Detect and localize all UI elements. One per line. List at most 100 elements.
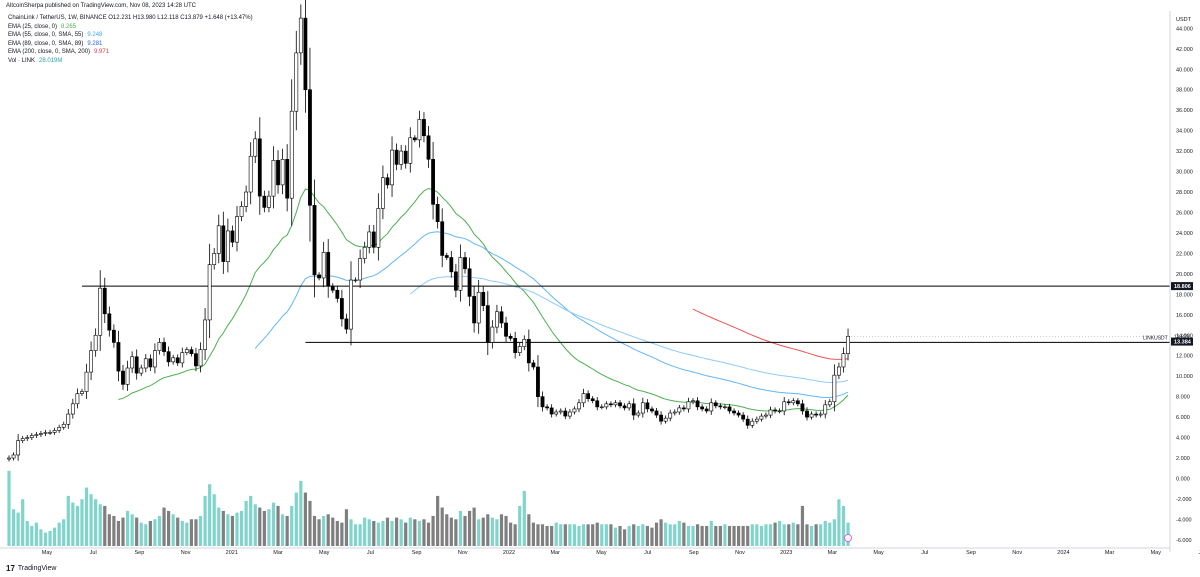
candle-body	[189, 349, 194, 354]
volume-bar	[732, 525, 736, 546]
volume-bar	[235, 512, 239, 546]
candle-body	[837, 366, 841, 376]
candle-body	[567, 411, 572, 417]
candle-body	[718, 405, 723, 408]
volume-bar	[727, 525, 732, 546]
volume-bar	[805, 524, 809, 546]
price-tick-label: 14.000	[1176, 333, 1193, 339]
candle	[795, 398, 800, 407]
candle-body	[481, 291, 486, 306]
volume-bar	[773, 522, 777, 546]
candle-body	[846, 335, 850, 354]
candle-body	[34, 434, 39, 436]
candle-body	[381, 177, 385, 209]
volume-bar	[299, 480, 303, 546]
volume-bar	[125, 510, 130, 546]
volume-bar	[700, 525, 704, 546]
candle	[175, 354, 180, 366]
time-axis[interactable]: May Jul Sep Nov 2021 Mar May Jul Sep Nov 2022 Mar Ma…	[0, 547, 1200, 556]
volume-bar	[604, 524, 608, 546]
candle	[613, 400, 618, 408]
time-tick-label: 2022	[503, 550, 515, 556]
candle-body	[180, 352, 185, 364]
candle	[362, 241, 367, 264]
legend-row[interactable]: EMA (89, close, 0, SMA, 89) 9.281	[8, 40, 253, 49]
volume-bar	[217, 507, 221, 546]
candle-body	[768, 409, 773, 416]
ema-25-line	[118, 187, 849, 412]
candle-body	[709, 402, 714, 412]
volume-bar	[436, 495, 440, 546]
volume-bar	[98, 504, 102, 546]
candle	[526, 329, 531, 372]
candle-body	[20, 438, 25, 441]
volume-bar	[495, 519, 499, 546]
candle-body	[153, 350, 157, 368]
price-tick-label: 36.000	[1176, 108, 1193, 114]
candle-body	[572, 408, 577, 413]
candle-body	[376, 208, 381, 248]
volume-bar	[750, 524, 754, 546]
volume-bar	[654, 522, 659, 546]
volume-bar	[823, 520, 827, 546]
candle-body	[723, 406, 727, 408]
candle-body	[61, 423, 66, 428]
legend-row[interactable]: EMA (200, close, 0, SMA, 200) 9.971	[8, 48, 253, 57]
candle-body	[7, 457, 11, 460]
candle	[513, 331, 518, 359]
candle-body	[143, 358, 148, 369]
price-axis[interactable]: USDT 44.000 42.000 40.000 38.000 36.000 34.000…	[1169, 11, 1193, 552]
volume-bar	[841, 505, 846, 546]
legend-row[interactable]: ChainLink / TetherUS, 1W, BINANCE O12.23…	[8, 14, 253, 23]
candle-body	[267, 195, 271, 208]
candle	[48, 429, 52, 435]
volume-bar	[331, 517, 335, 546]
candle	[590, 396, 595, 404]
candle	[367, 225, 372, 254]
candle	[572, 406, 577, 415]
candle	[349, 261, 353, 346]
volume-bar	[787, 524, 791, 546]
candle	[139, 364, 144, 377]
legend-row[interactable]: Vol · LINK 28.019M	[8, 57, 253, 66]
candle	[499, 306, 504, 328]
tradingview-footer[interactable]: 17 TradingView	[6, 564, 56, 573]
candle	[754, 416, 759, 424]
volume-bar	[422, 519, 426, 546]
candle-body	[695, 400, 700, 408]
candle	[130, 351, 135, 373]
candle-body	[727, 406, 732, 412]
candle-body	[317, 274, 321, 279]
volume-bar	[490, 517, 494, 546]
candle-body	[399, 150, 404, 165]
candle-body	[577, 402, 581, 410]
candle-body	[759, 415, 764, 420]
candle	[672, 409, 677, 416]
candle-body	[321, 252, 326, 279]
candle-body	[157, 342, 162, 351]
candle-body	[239, 206, 244, 217]
price-tick-label: 12.000	[1176, 354, 1193, 360]
candle	[663, 415, 668, 424]
volume-bar	[613, 527, 618, 546]
candle	[681, 405, 686, 412]
candle	[80, 388, 84, 397]
candle	[554, 409, 559, 417]
time-tick-label: Jul	[921, 550, 928, 556]
volume-bar	[755, 524, 759, 546]
legend-row[interactable]: EMA (25, close, 0) 8.265	[8, 23, 253, 32]
candle-body	[390, 149, 394, 186]
candle	[622, 403, 627, 411]
candle	[171, 354, 176, 365]
candle-body	[549, 407, 554, 415]
volume-bar	[221, 510, 225, 546]
candle	[704, 406, 709, 414]
candle	[216, 214, 221, 264]
price-tick-label: 18.000	[1176, 292, 1193, 298]
candle-body	[353, 279, 358, 282]
candle	[695, 397, 700, 411]
event-marker-icon[interactable]	[844, 534, 852, 542]
legend-row[interactable]: EMA (55, close, 0, SMA, 55) 9.248	[8, 31, 253, 40]
